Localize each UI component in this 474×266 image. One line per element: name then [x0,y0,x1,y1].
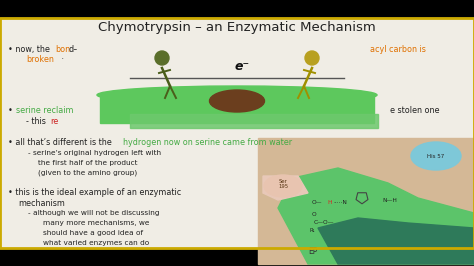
Text: bon: bon [55,45,70,54]
Bar [130,114,378,128]
Circle shape [305,51,319,65]
Text: ·····N: ·····N [333,200,347,205]
Ellipse shape [264,175,302,197]
Text: mechanism: mechanism [18,199,65,208]
Text: - although we will not be discussing: - although we will not be discussing [28,210,159,216]
Ellipse shape [210,90,264,112]
Text: • now, the: • now, the [8,45,52,54]
Text: O—: O— [312,200,322,205]
Text: e⁻: e⁻ [235,60,250,73]
Text: d–: d– [69,45,78,54]
Bar [0,0,474,18]
Polygon shape [263,176,308,200]
Text: •: • [8,106,15,115]
Bar [0,18,474,248]
Text: R₁: R₁ [310,227,316,232]
Bar [0,18,474,248]
Polygon shape [318,218,474,264]
Text: what varied enzymes can do: what varied enzymes can do [43,240,149,246]
Text: Ser
195: Ser 195 [278,178,288,189]
Ellipse shape [97,86,377,104]
Text: re: re [50,117,58,126]
Text: EP: EP [308,247,318,256]
Text: hydrogen now on serine came from water: hydrogen now on serine came from water [123,138,292,147]
Bar [258,138,474,264]
Text: many more mechanisms, we: many more mechanisms, we [43,220,149,226]
Text: serine reclaim: serine reclaim [16,106,73,115]
Text: - serine’s original hydrogen left with: - serine’s original hydrogen left with [28,150,161,156]
Text: e stolen one: e stolen one [390,106,439,115]
Polygon shape [100,93,374,123]
Text: C—O—: C—O— [314,219,335,225]
Polygon shape [278,168,474,264]
Text: should have a good idea of: should have a good idea of [43,230,143,236]
Ellipse shape [411,142,461,170]
Circle shape [155,51,169,65]
Text: Chymotrypsin – an Enzymatic Mechanism: Chymotrypsin – an Enzymatic Mechanism [98,20,376,34]
Text: (given to the amino group): (given to the amino group) [38,170,137,177]
Text: ·: · [59,55,64,64]
Text: broken: broken [26,55,54,64]
Text: acyl carbon is: acyl carbon is [370,45,426,54]
Text: His 57: His 57 [428,153,445,159]
Text: - this: - this [26,117,48,126]
Text: O: O [312,211,317,217]
Text: • this is the ideal example of an enzymatic: • this is the ideal example of an enzyma… [8,188,181,197]
Text: H: H [327,200,331,205]
Bar [0,248,474,266]
Text: N—H: N—H [382,197,397,202]
Text: • all that’s different is the: • all that’s different is the [8,138,114,147]
Text: the first half of the product: the first half of the product [38,160,137,166]
